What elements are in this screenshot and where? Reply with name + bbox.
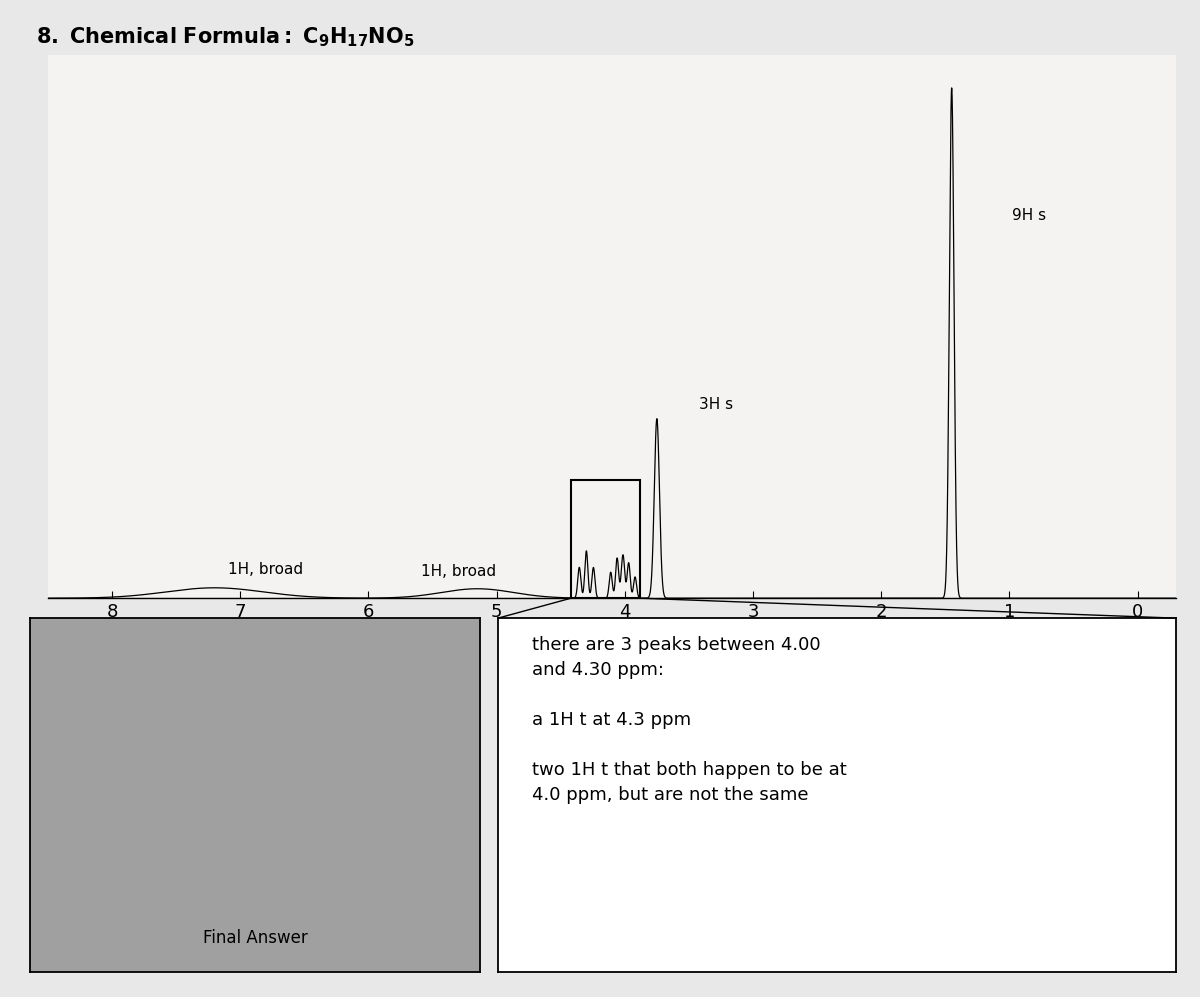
Text: 3H s: 3H s [700, 397, 733, 412]
X-axis label: PPM: PPM [592, 625, 632, 644]
Bar [571, 481, 641, 598]
Text: 1H, broad: 1H, broad [421, 563, 496, 578]
Text: Final Answer: Final Answer [203, 929, 307, 947]
Text: 1H, broad: 1H, broad [228, 561, 304, 576]
Text: $\mathbf{8. \ Chemical\ Formula:\ C_9H_{17}NO_5}$: $\mathbf{8. \ Chemical\ Formula:\ C_9H_{… [36, 25, 414, 49]
Text: there are 3 peaks between 4.00
and 4.30 ppm:

a 1H t at 4.3 ppm

two 1H t that b: there are 3 peaks between 4.00 and 4.30 … [532, 636, 847, 804]
Text: 9H s: 9H s [1012, 208, 1046, 223]
